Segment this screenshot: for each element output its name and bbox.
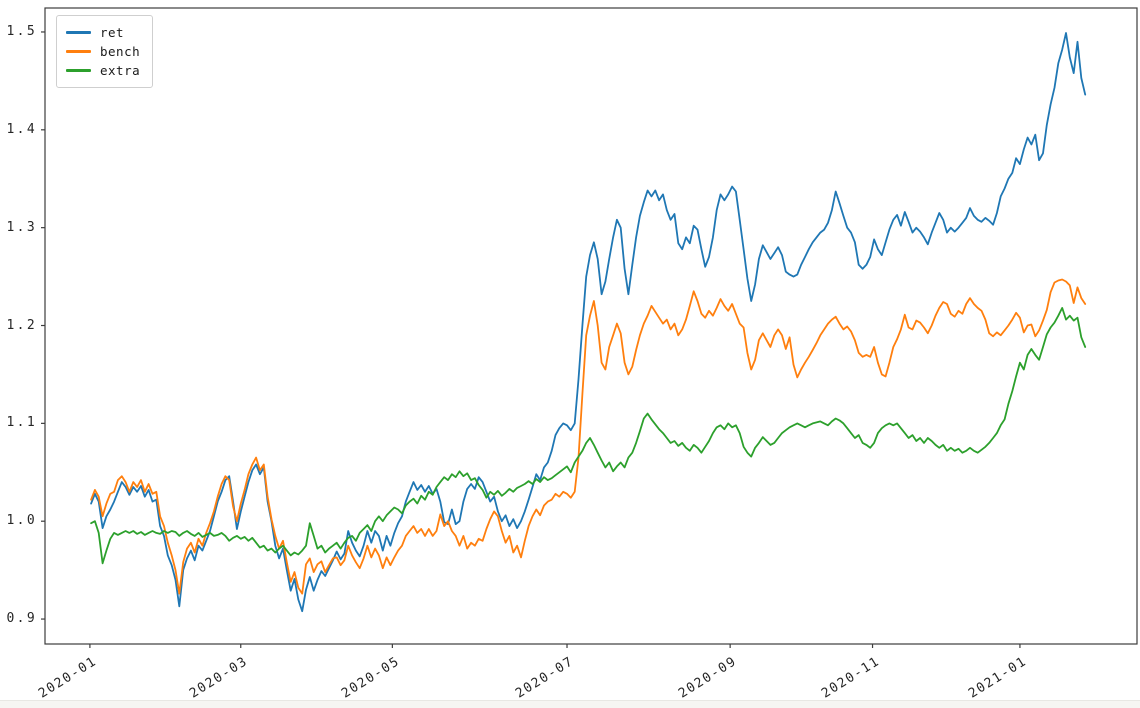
legend-item-bench: bench	[66, 42, 140, 61]
legend-label-bench: bench	[100, 44, 141, 59]
ret-line	[90, 32, 1087, 613]
y-tick-label: 1.4	[6, 121, 37, 137]
legend-item-extra: extra	[66, 61, 140, 80]
axes-frame	[44, 7, 1138, 645]
y-tick-label: 1.1	[6, 415, 37, 431]
bench-line-swatch-icon	[66, 50, 91, 53]
ret-line-swatch-icon	[66, 31, 91, 34]
y-tick-label: 1.3	[6, 219, 37, 235]
extra-line-swatch-icon	[66, 69, 91, 72]
y-tick-label: 1.0	[6, 513, 37, 529]
y-tick-label: 1.2	[6, 317, 37, 333]
bottom-window-edge-strip	[0, 700, 1140, 708]
legend-item-ret: ret	[66, 23, 140, 42]
y-tick-label: 1.5	[6, 23, 37, 39]
legend-label-ret: ret	[100, 25, 125, 40]
y-tick-label: 0.9	[6, 611, 37, 627]
extra-line	[90, 306, 1087, 565]
legend-label-extra: extra	[100, 63, 141, 78]
bench-line	[90, 278, 1087, 595]
legend: ret bench extra	[56, 15, 154, 88]
